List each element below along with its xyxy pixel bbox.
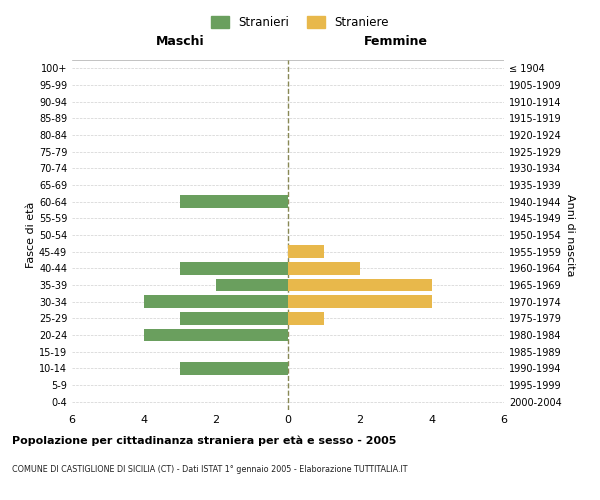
Text: COMUNE DI CASTIGLIONE DI SICILIA (CT) - Dati ISTAT 1° gennaio 2005 - Elaborazion: COMUNE DI CASTIGLIONE DI SICILIA (CT) - … <box>12 465 407 474</box>
Bar <box>288 312 324 324</box>
Bar <box>180 312 288 324</box>
Y-axis label: Anni di nascita: Anni di nascita <box>565 194 575 276</box>
Bar <box>144 296 288 308</box>
Bar <box>180 262 288 274</box>
Text: Femmine: Femmine <box>364 36 428 49</box>
Text: Popolazione per cittadinanza straniera per età e sesso - 2005: Popolazione per cittadinanza straniera p… <box>12 435 397 446</box>
Bar <box>288 246 324 258</box>
Y-axis label: Fasce di età: Fasce di età <box>26 202 36 268</box>
Legend: Stranieri, Straniere: Stranieri, Straniere <box>206 11 394 34</box>
Bar <box>180 196 288 208</box>
Bar <box>288 296 432 308</box>
Bar <box>216 279 288 291</box>
Bar <box>180 362 288 374</box>
Bar <box>144 329 288 341</box>
Text: Maschi: Maschi <box>155 36 205 49</box>
Bar <box>288 279 432 291</box>
Bar <box>288 262 360 274</box>
